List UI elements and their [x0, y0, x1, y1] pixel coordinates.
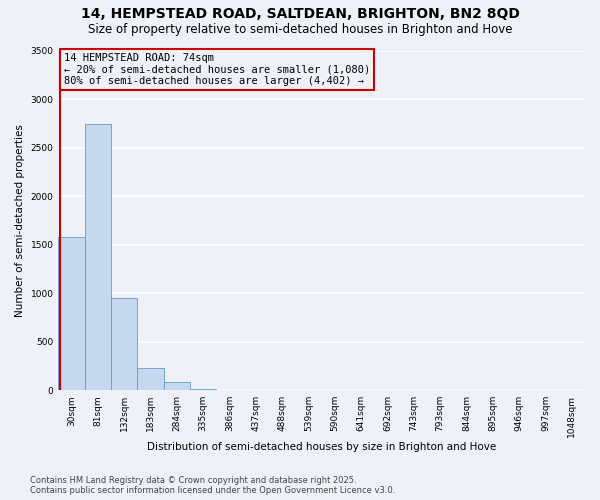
Bar	[85, 124, 111, 390]
Bar	[111, 298, 137, 390]
Bar	[190, 388, 217, 390]
Bar	[164, 382, 190, 390]
Bar	[58, 237, 85, 390]
X-axis label: Distribution of semi-detached houses by size in Brighton and Hove: Distribution of semi-detached houses by …	[147, 442, 496, 452]
Text: 14, HEMPSTEAD ROAD, SALTDEAN, BRIGHTON, BN2 8QD: 14, HEMPSTEAD ROAD, SALTDEAN, BRIGHTON, …	[80, 8, 520, 22]
Text: Contains HM Land Registry data © Crown copyright and database right 2025.
Contai: Contains HM Land Registry data © Crown c…	[30, 476, 395, 495]
Y-axis label: Number of semi-detached properties: Number of semi-detached properties	[15, 124, 25, 317]
Bar	[137, 368, 164, 390]
Text: 14 HEMPSTEAD ROAD: 74sqm
← 20% of semi-detached houses are smaller (1,080)
80% o: 14 HEMPSTEAD ROAD: 74sqm ← 20% of semi-d…	[64, 52, 370, 86]
Text: Size of property relative to semi-detached houses in Brighton and Hove: Size of property relative to semi-detach…	[88, 22, 512, 36]
